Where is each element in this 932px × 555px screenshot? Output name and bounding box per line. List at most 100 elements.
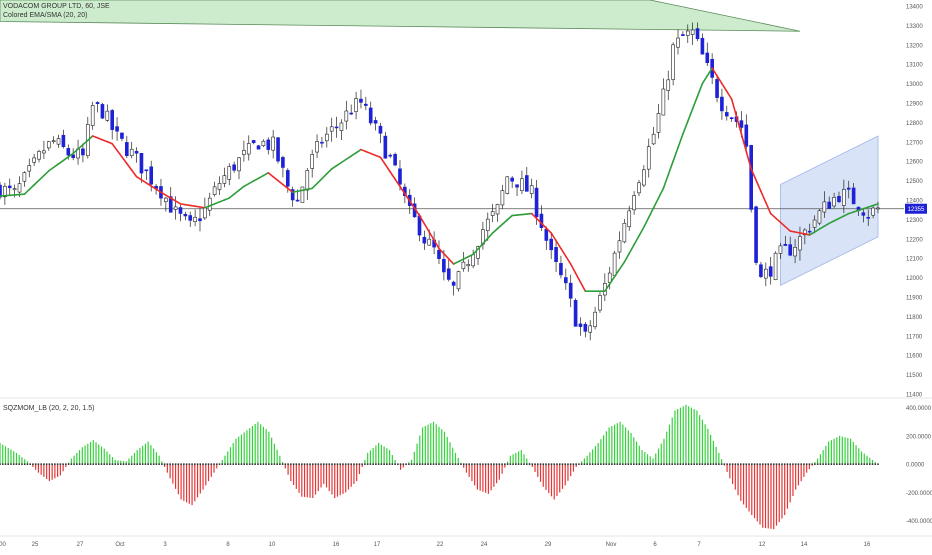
squeeze-dot <box>457 463 459 465</box>
squeeze-dot <box>619 463 621 465</box>
squeeze-dot <box>71 463 73 465</box>
squeeze-dot <box>60 463 62 465</box>
squeeze-dot <box>147 463 149 465</box>
ma-segment <box>385 165 390 172</box>
candle-body <box>325 134 328 141</box>
candle-body <box>437 250 440 259</box>
ma-segment <box>693 96 698 109</box>
candle-body <box>550 239 553 250</box>
candle-body <box>623 223 626 242</box>
squeeze-dot <box>178 463 180 465</box>
candle-body <box>447 269 450 280</box>
squeeze-dot <box>776 463 778 465</box>
candle-body <box>745 125 748 146</box>
candle-body <box>130 149 133 156</box>
squeeze-dot <box>134 463 136 465</box>
candle-body <box>223 176 226 184</box>
candle-body <box>691 30 694 35</box>
ma-segment <box>78 145 83 149</box>
squeeze-dot <box>825 463 827 465</box>
candle-body <box>179 208 182 214</box>
squeeze-dot <box>595 463 597 465</box>
squeeze-dot <box>411 463 413 465</box>
ma-segment <box>668 161 673 175</box>
squeeze-dot <box>276 463 278 465</box>
squeeze-dot <box>101 463 103 465</box>
ma-segment <box>244 184 249 187</box>
ma-segment <box>39 176 44 181</box>
squeeze-dot <box>721 463 723 465</box>
candle-body <box>823 202 826 212</box>
candle-body <box>633 195 636 209</box>
squeeze-dot <box>210 463 212 465</box>
candle-body <box>237 158 240 171</box>
squeeze-dot <box>803 463 805 465</box>
candle-body <box>247 143 250 154</box>
squeeze-dot <box>507 463 509 465</box>
squeeze-dot <box>644 463 646 465</box>
squeeze-dot <box>633 463 635 465</box>
squeeze-dot <box>361 463 363 465</box>
ma-segment <box>624 253 629 262</box>
candle-body <box>506 177 509 194</box>
squeeze-dot <box>677 463 679 465</box>
candle-body <box>135 151 138 153</box>
squeeze-dot <box>501 463 503 465</box>
squeeze-dot <box>452 463 454 465</box>
candle-body <box>28 165 31 171</box>
ma-segment <box>122 157 127 164</box>
squeeze-dot <box>658 463 660 465</box>
squeeze-dot <box>13 463 15 465</box>
candle-body <box>496 204 499 214</box>
candle-body <box>520 179 523 191</box>
candle-body <box>676 38 679 47</box>
squeeze-dot <box>688 463 690 465</box>
squeeze-dot <box>309 463 311 465</box>
squeeze-dot <box>131 463 133 465</box>
candle-body <box>667 80 670 91</box>
candle-body <box>335 127 338 128</box>
squeeze-dot <box>389 463 391 465</box>
squeeze-dot <box>224 463 226 465</box>
candle-body <box>47 142 50 148</box>
oscillator-axis-tick-label: 400.0000 <box>906 406 932 412</box>
time-axis-tick-label: 7 <box>697 542 701 548</box>
resistance-triangle <box>0 0 800 31</box>
ma-segment <box>327 169 332 174</box>
candle-body <box>184 214 187 216</box>
candle-body <box>681 35 684 36</box>
squeeze-dot <box>304 463 306 465</box>
squeeze-dot <box>350 463 352 465</box>
squeeze-dot <box>246 463 248 465</box>
squeeze-dot <box>548 463 550 465</box>
squeeze-dot <box>348 463 350 465</box>
ma-segment <box>449 259 454 264</box>
squeeze-dot <box>540 463 542 465</box>
candle-body <box>125 142 128 155</box>
squeeze-dot <box>161 463 163 465</box>
squeeze-dot <box>287 463 289 465</box>
squeeze-dot <box>353 463 355 465</box>
squeeze-dot <box>257 463 259 465</box>
squeeze-dot <box>114 463 116 465</box>
squeeze-dot <box>600 463 602 465</box>
squeeze-dot <box>298 463 300 465</box>
candle-body <box>330 127 333 131</box>
squeeze-dot <box>831 463 833 465</box>
squeeze-dot <box>597 463 599 465</box>
squeeze-dot <box>735 463 737 465</box>
squeeze-dot <box>32 463 34 465</box>
price-axis-tick-label: 13300 <box>906 24 923 30</box>
squeeze-dot <box>356 463 358 465</box>
squeeze-dot <box>638 463 640 465</box>
candle-body <box>23 173 26 182</box>
candle-body <box>598 295 601 310</box>
squeeze-dot <box>98 463 100 465</box>
squeeze-dot <box>671 463 673 465</box>
candle-body <box>798 237 801 251</box>
squeeze-dot <box>238 463 240 465</box>
squeeze-dot <box>482 463 484 465</box>
squeeze-dot <box>809 463 811 465</box>
